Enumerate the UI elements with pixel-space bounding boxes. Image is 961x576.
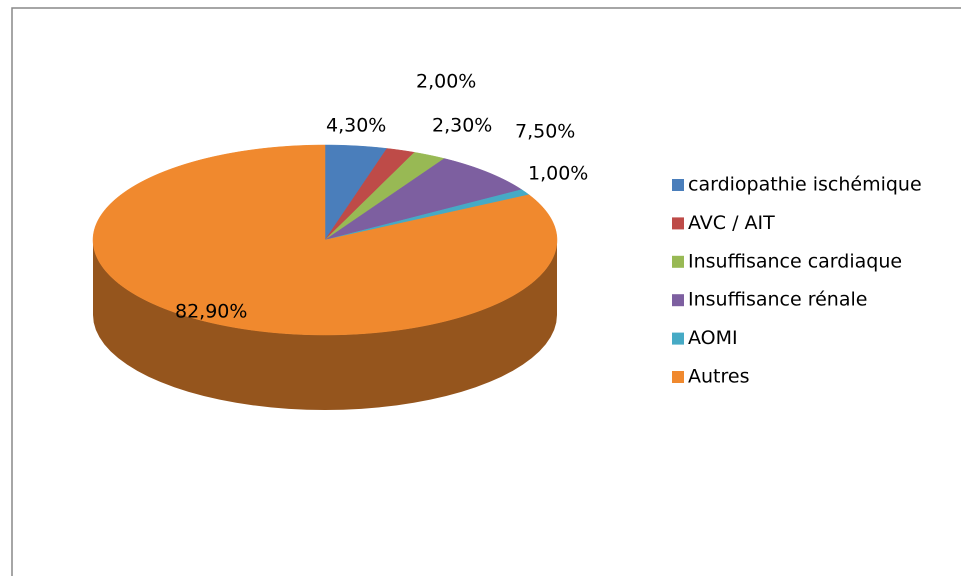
legend-marker bbox=[672, 179, 684, 191]
legend: cardiopathie ischémique AVC / AIT Insuffis… bbox=[672, 174, 922, 388]
legend-marker bbox=[672, 332, 684, 345]
data-label: 82,90% bbox=[175, 301, 247, 323]
pie-slice bbox=[92, 144, 558, 336]
pie bbox=[92, 144, 558, 410]
data-label: 2,00% bbox=[416, 71, 476, 93]
data-label: 1,00% bbox=[528, 163, 588, 185]
data-label: 7,50% bbox=[515, 121, 575, 143]
pie-slice bbox=[324, 144, 388, 241]
legend-label: Autres bbox=[688, 366, 749, 388]
legend-marker bbox=[672, 371, 684, 383]
legend-label: cardiopathie ischémique bbox=[688, 174, 922, 196]
data-label: 2,30% bbox=[432, 115, 492, 137]
legend-marker bbox=[672, 217, 684, 230]
pie-slice bbox=[324, 158, 523, 241]
legend-label: Insuffisance cardiaque bbox=[688, 250, 902, 272]
legend-label: AOMI bbox=[688, 327, 738, 349]
legend-marker bbox=[672, 294, 684, 307]
pie-slice bbox=[324, 148, 415, 241]
legend-marker bbox=[672, 255, 684, 268]
legend-label: Insuffisance rénale bbox=[688, 289, 867, 311]
data-label: 4,30% bbox=[326, 115, 386, 137]
pie-slice bbox=[324, 152, 445, 241]
legend-label: AVC / AIT bbox=[688, 212, 775, 234]
pie-side bbox=[93, 240, 557, 410]
